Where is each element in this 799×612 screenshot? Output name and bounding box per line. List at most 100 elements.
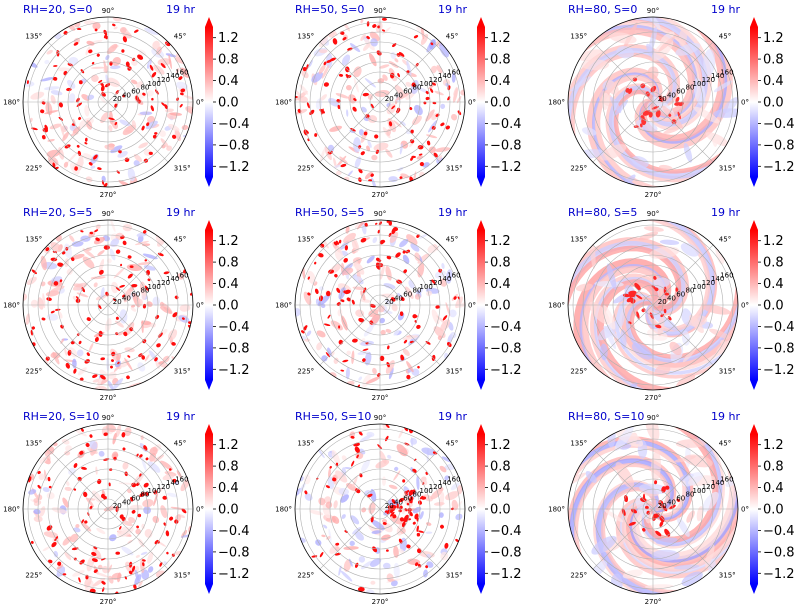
radial-tick-label: 120 xyxy=(429,76,442,84)
angle-tick-label: 225° xyxy=(570,367,587,375)
convective-cell xyxy=(381,29,386,32)
field-patch xyxy=(335,470,348,483)
convective-cell xyxy=(99,374,106,380)
field-patch xyxy=(67,79,76,89)
radial-tick-label: 60 xyxy=(676,495,685,503)
radial-tick-label: 160 xyxy=(720,475,733,483)
convective-cell xyxy=(144,285,149,291)
field-patch xyxy=(124,357,133,371)
convective-cell xyxy=(363,287,367,294)
convective-cell xyxy=(139,492,146,497)
polar-grid xyxy=(295,220,465,390)
convective-cell xyxy=(457,296,460,300)
angle-tick-label: 315° xyxy=(174,164,191,172)
convective-cell xyxy=(425,565,429,569)
field-patch xyxy=(682,346,697,363)
field-patch xyxy=(97,250,105,256)
field-patch xyxy=(335,170,342,176)
convective-cell xyxy=(358,145,362,149)
angle-tick-label: 225° xyxy=(570,571,587,579)
convective-cell xyxy=(79,450,84,455)
field-patch xyxy=(360,34,366,41)
field-patch xyxy=(346,109,349,117)
convective-cell xyxy=(154,132,158,135)
field-patch xyxy=(371,519,385,531)
convective-cell xyxy=(665,292,670,296)
field-patch xyxy=(133,160,140,167)
angular-gridline xyxy=(652,244,714,306)
field-patch xyxy=(430,65,437,74)
convective-cell xyxy=(120,263,123,267)
convective-cell xyxy=(350,127,356,132)
field-patch xyxy=(306,330,312,337)
polar-frame xyxy=(567,16,739,188)
convective-cell xyxy=(314,261,317,265)
radial-tick-label: 160 xyxy=(175,271,188,279)
field-patch xyxy=(448,309,457,318)
convective-cell xyxy=(163,522,167,526)
angular-gridline xyxy=(592,244,654,306)
field-patch xyxy=(76,349,84,357)
field-patch xyxy=(296,109,308,115)
convective-cell xyxy=(640,83,646,89)
field-patch xyxy=(379,64,390,69)
angular-gridline xyxy=(652,304,714,366)
field-patch xyxy=(578,49,605,61)
field-patch xyxy=(176,81,188,91)
convective-cell xyxy=(374,222,378,225)
field-patch xyxy=(394,84,405,97)
field-patch xyxy=(318,64,326,75)
angular-gridline xyxy=(379,304,441,366)
field-patch xyxy=(124,347,135,353)
field-patch xyxy=(405,81,412,87)
field-patch xyxy=(119,119,131,127)
angle-tick-label: 0° xyxy=(196,506,204,514)
field-patch xyxy=(428,120,438,133)
field-patch xyxy=(127,488,132,494)
convective-cell xyxy=(410,129,414,134)
field-patch xyxy=(320,94,327,101)
angle-tick-label: 0° xyxy=(741,302,749,310)
radial-tick-label: 80 xyxy=(141,287,150,295)
field-patch xyxy=(122,520,133,527)
angle-tick-label: 180° xyxy=(548,506,565,514)
field-patch xyxy=(62,536,72,546)
panel-time-label: 19 hr xyxy=(166,410,195,423)
colorbar-tick-label: −0.4 xyxy=(763,320,795,335)
convective-cell xyxy=(306,64,309,69)
field-patch xyxy=(109,534,117,542)
field-patch xyxy=(53,550,59,558)
convective-cell xyxy=(410,156,414,161)
field-patch xyxy=(366,145,371,152)
field-patch xyxy=(141,523,145,530)
field-patch xyxy=(705,543,715,569)
convective-cell xyxy=(351,460,355,467)
convective-cell xyxy=(99,269,104,275)
field-patch xyxy=(713,80,733,93)
angular-gridline xyxy=(47,244,109,306)
panel-title: RH=80, S=0 xyxy=(568,3,637,16)
convective-cell xyxy=(129,327,134,332)
field-patch xyxy=(102,565,109,574)
convective-cell xyxy=(370,103,374,109)
angle-tick-label: 45° xyxy=(719,236,731,244)
convective-cell xyxy=(362,348,369,351)
convective-cell xyxy=(80,230,84,233)
angle-tick-label: 225° xyxy=(297,571,314,579)
colorbar-tick-label: 0.4 xyxy=(218,481,239,496)
convective-cell xyxy=(426,140,431,146)
convective-cell xyxy=(127,273,133,279)
convective-cell xyxy=(334,273,338,278)
field-patch xyxy=(352,476,358,488)
convective-cell xyxy=(62,573,67,576)
radial-tick-label: 100 xyxy=(420,487,433,495)
field-patch xyxy=(63,161,69,168)
field-patch xyxy=(430,488,443,500)
convective-cell xyxy=(356,454,359,459)
colorbar-tick-label: 1.2 xyxy=(490,234,511,249)
field-patch xyxy=(333,500,338,509)
convective-cell xyxy=(122,94,126,98)
radial-tick-label: 140 xyxy=(711,275,724,283)
colorbar-tick-label: 1.2 xyxy=(490,31,511,46)
spiral-band xyxy=(613,89,729,174)
